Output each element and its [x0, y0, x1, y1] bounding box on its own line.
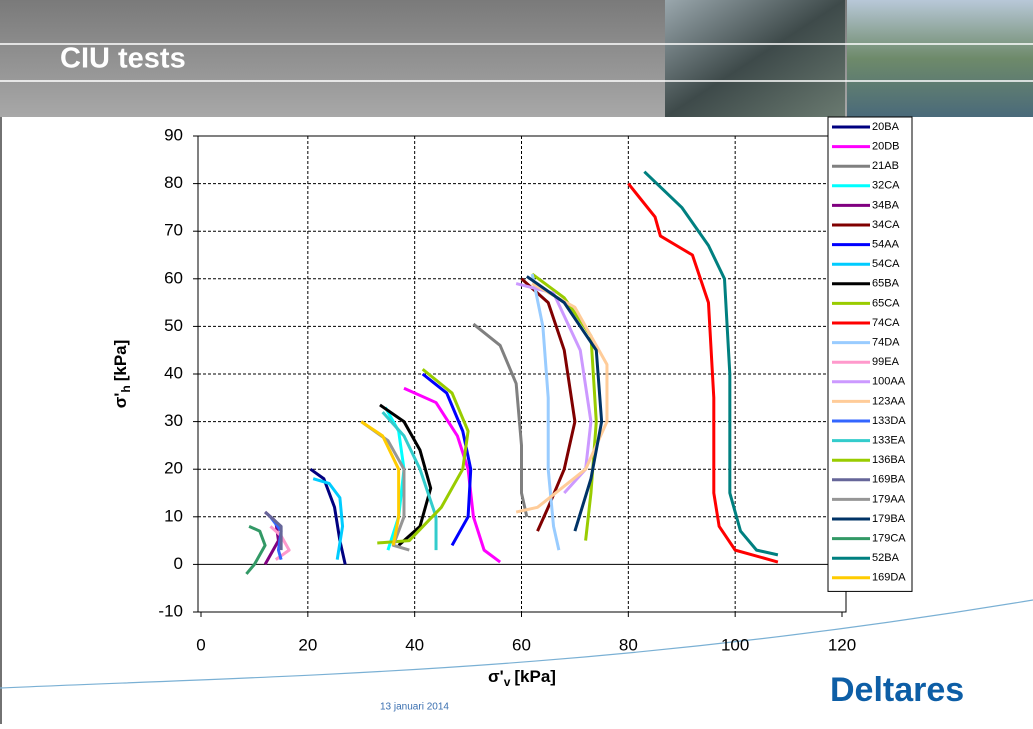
x-tick-label: 20: [298, 635, 317, 654]
legend-label: 179AA: [872, 493, 906, 505]
header-photo: [847, 0, 1033, 117]
y-tick-label: 80: [164, 173, 183, 192]
legend-label: 21AB: [872, 160, 899, 172]
y-axis-symbol: σ': [111, 393, 130, 409]
x-axis-sub: v: [504, 675, 511, 689]
legend-label: 20BA: [872, 121, 900, 133]
legend-label: 34BA: [872, 199, 900, 211]
legend-label: 52BA: [872, 552, 900, 564]
legend-label: 54CA: [872, 258, 900, 270]
header-photo: [665, 0, 845, 117]
y-tick-label: 0: [174, 554, 183, 573]
y-tick-label: 30: [164, 411, 183, 430]
legend-label: 74CA: [872, 317, 900, 329]
legend-label: 169BA: [872, 474, 906, 486]
legend-label: 65CA: [872, 297, 900, 309]
legend-label: 133EA: [872, 435, 906, 447]
x-axis-unit: [kPa]: [514, 667, 556, 686]
y-tick-label: 20: [164, 459, 183, 478]
y-tick-label: 10: [164, 506, 183, 525]
y-axis-title: σ'h [kPa]: [111, 340, 133, 409]
x-tick-label: 80: [619, 635, 638, 654]
legend: 20BA 20DB 21AB 32CA 34BA 34CA 54AA 54CA 65BA 65CA…: [828, 117, 912, 591]
legend-label: 136BA: [872, 454, 906, 466]
legend-label: 74DA: [872, 337, 900, 349]
legend-label: 179BA: [872, 513, 906, 525]
legend-label: 54AA: [872, 239, 900, 251]
legend-label: 123AA: [872, 395, 906, 407]
y-tick-label: 50: [164, 316, 183, 335]
legend-label: 20DB: [872, 141, 900, 153]
page: { "header": {"title": "CIU tests"}, "cha…: [0, 0, 1033, 724]
x-tick-label: 120: [828, 635, 856, 654]
x-tick-label: 40: [405, 635, 424, 654]
legend-label: 100AA: [872, 376, 906, 388]
x-axis-symbol: σ': [488, 667, 504, 686]
y-tick-label: -10: [158, 601, 183, 620]
x-tick-label: 0: [196, 635, 205, 654]
y-tick-label: 70: [164, 221, 183, 240]
legend-label: 65BA: [872, 278, 900, 290]
legend-label: 34CA: [872, 219, 900, 231]
legend-label: 32CA: [872, 180, 900, 192]
slide: CIU tests -10 0 10 20 30 40 50 60 70 80 90 0 20 40 60 8…: [0, 0, 1033, 724]
legend-label: 169DA: [872, 572, 906, 584]
x-tick-label: 100: [721, 635, 749, 654]
y-tick-label: 90: [164, 125, 183, 144]
legend-label: 99EA: [872, 356, 900, 368]
legend-label: 179CA: [872, 533, 906, 545]
legend-label: 133DA: [872, 415, 906, 427]
y-tick-label: 40: [164, 363, 183, 382]
slide-title: CIU tests: [60, 43, 186, 75]
y-axis-sub: h: [119, 385, 133, 392]
y-axis-unit: [kPa]: [111, 340, 130, 382]
x-axis-title: σ'v[kPa]: [488, 667, 556, 689]
logo: Deltares: [830, 671, 964, 709]
y-tick-label: 60: [164, 268, 183, 287]
x-tick-label: 60: [512, 635, 531, 654]
date: 13 januari 2014: [380, 702, 449, 713]
